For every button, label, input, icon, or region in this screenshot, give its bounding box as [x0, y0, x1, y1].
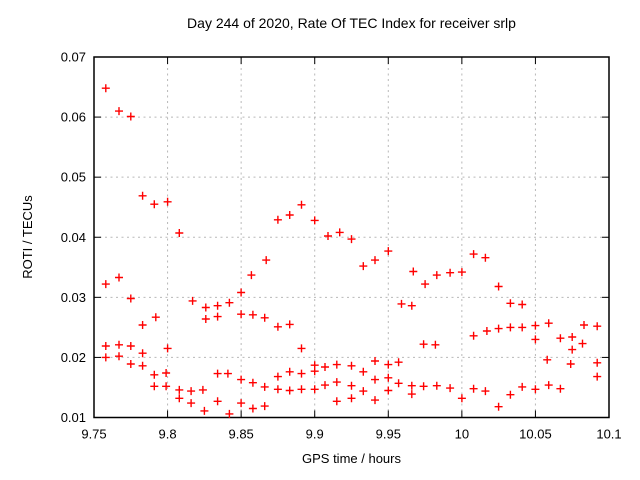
- svg-text:0.05: 0.05: [61, 170, 86, 185]
- x-tick-labels: 9.75 9.8 9.85 9.9 9.95 10 10.05 10.1: [81, 427, 621, 442]
- plot-border: [93, 56, 610, 419]
- svg-text:0.01: 0.01: [61, 410, 86, 425]
- svg-text:0.02: 0.02: [61, 350, 86, 365]
- x-axis-label: GPS time / hours: [302, 451, 401, 466]
- svg-text:0.06: 0.06: [61, 110, 86, 125]
- svg-text:9.8: 9.8: [159, 427, 177, 442]
- svg-text:9.75: 9.75: [81, 427, 106, 442]
- data-points: [101, 84, 602, 418]
- svg-text:0.07: 0.07: [61, 50, 86, 65]
- svg-text:10.05: 10.05: [519, 427, 552, 442]
- svg-text:9.95: 9.95: [376, 427, 401, 442]
- y-tick-labels: 0.01 0.02 0.03 0.04 0.05 0.06 0.07: [61, 50, 86, 426]
- svg-text:0.03: 0.03: [61, 290, 86, 305]
- svg-text:0.04: 0.04: [61, 230, 86, 245]
- grid-lines: [94, 57, 609, 418]
- chart-title: Day 244 of 2020, Rate Of TEC Index for r…: [187, 15, 516, 31]
- svg-text:9.85: 9.85: [228, 427, 253, 442]
- svg-text:10.1: 10.1: [596, 427, 621, 442]
- svg-text:10: 10: [455, 427, 469, 442]
- svg-text:9.9: 9.9: [306, 427, 324, 442]
